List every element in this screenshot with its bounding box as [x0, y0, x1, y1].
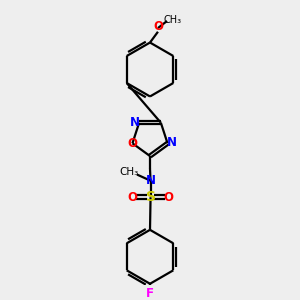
Text: CH₃: CH₃: [119, 167, 139, 177]
Text: CH₃: CH₃: [164, 15, 182, 25]
Text: N: N: [167, 136, 176, 149]
Text: S: S: [146, 190, 156, 204]
Text: F: F: [146, 287, 154, 300]
Text: O: O: [128, 137, 137, 150]
Text: O: O: [128, 191, 138, 204]
Text: N: N: [130, 116, 140, 129]
Text: N: N: [146, 174, 156, 187]
Text: O: O: [153, 20, 163, 33]
Text: O: O: [164, 191, 173, 204]
